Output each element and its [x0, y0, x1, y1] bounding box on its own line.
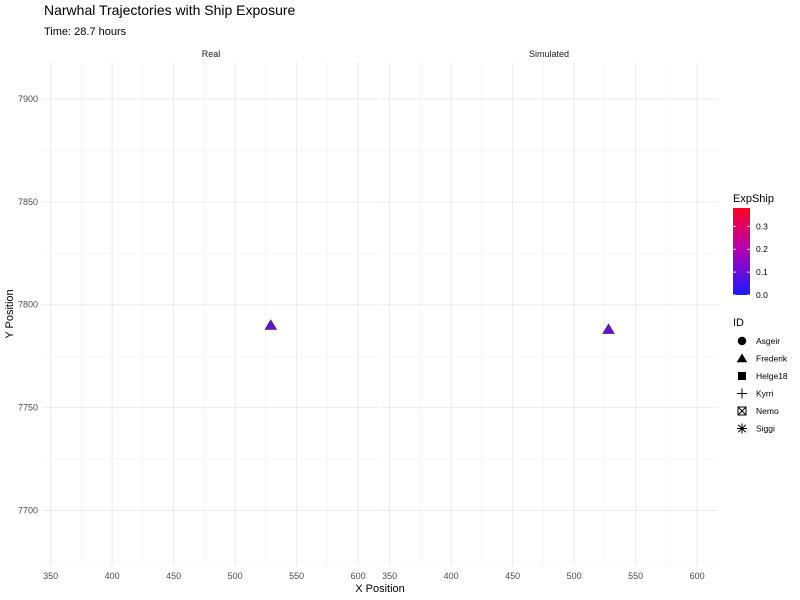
y-tick-label: 7850: [18, 197, 38, 207]
color-tick-label: 0.3: [756, 221, 768, 231]
color-legend: ExpShip 0.0 0.1 0.2 0.3: [733, 193, 774, 300]
y-axis-ticks: 7700 7750 7800 7850 7900: [18, 94, 38, 515]
x-tick-label: 400: [444, 571, 459, 581]
shape-legend: ID Asgeir Frederik Helge18 Kyrri Nemo Siggi: [733, 317, 788, 434]
chart-title: Narwhal Trajectories with Ship Exposure: [44, 2, 296, 18]
legend-label: Nemo: [756, 406, 779, 416]
color-legend-title: ExpShip: [733, 193, 774, 205]
y-tick-label: 7900: [18, 94, 38, 104]
data-point: [602, 323, 615, 334]
legend-label: Kyrri: [756, 389, 774, 399]
legend-key-square-cross: [737, 406, 747, 416]
x-tick-label: 600: [351, 571, 366, 581]
data-point: [264, 319, 278, 330]
x-tick-label: 400: [105, 571, 120, 581]
x-tick-label: 600: [690, 571, 705, 581]
legend-key-triangle: [736, 353, 748, 363]
x-tick-label: 450: [166, 571, 181, 581]
legend-label: Helge18: [756, 371, 788, 381]
color-tick-label: 0.0: [756, 290, 768, 300]
y-axis-title: Y Position: [4, 289, 16, 338]
panel-strip-label: Real: [202, 49, 221, 59]
legend-key-plus: [737, 388, 747, 399]
x-axis-title: X Position: [355, 583, 405, 595]
color-tick-label: 0.2: [756, 244, 768, 254]
x-tick-label: 350: [382, 571, 397, 581]
legend-label: Asgeir: [756, 336, 780, 346]
x-tick-label: 550: [289, 571, 304, 581]
panel-simulated: Simulated: [381, 49, 718, 566]
color-tick-label: 0.1: [756, 267, 768, 277]
color-bar: [733, 208, 750, 295]
legend-label: Frederik: [756, 354, 788, 364]
y-tick-label: 7700: [18, 505, 38, 515]
x-tick-label: 350: [43, 571, 58, 581]
legend-key-square: [738, 372, 746, 380]
x-tick-label: 500: [567, 571, 582, 581]
y-tick-label: 7750: [18, 403, 38, 413]
legend-key-asterisk: [737, 423, 747, 434]
panel-real: Real: [42, 49, 379, 566]
legend-label: Siggi: [756, 424, 775, 434]
shape-legend-title: ID: [733, 317, 744, 329]
x-tick-label: 550: [628, 571, 643, 581]
panel-strip-label: Simulated: [529, 49, 569, 59]
y-tick-label: 7800: [18, 300, 38, 310]
x-tick-label: 500: [228, 571, 243, 581]
chart-subtitle: Time: 28.7 hours: [44, 26, 127, 38]
legend-key-circle: [737, 336, 747, 346]
x-axis-ticks: 350 400 450 500 550 600 350 400 450 500 550 600: [43, 571, 705, 581]
x-tick-label: 450: [505, 571, 520, 581]
